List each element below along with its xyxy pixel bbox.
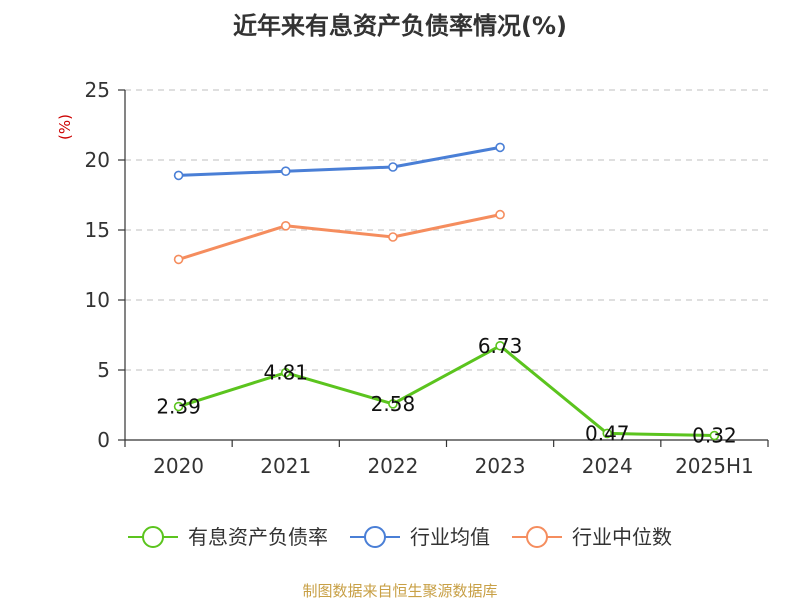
data-point — [280, 221, 291, 231]
data-point — [709, 430, 720, 441]
chart-title: 近年来有息资产负债率情况(%) — [233, 12, 567, 40]
data-point — [388, 399, 398, 409]
data-point — [388, 162, 398, 172]
data-point — [495, 209, 505, 220]
data-point — [280, 166, 291, 176]
y-tick-label: 5 — [97, 358, 110, 382]
x-tick-label: 2020 — [153, 454, 204, 478]
data-point — [388, 232, 398, 242]
legend: 有息资产负债率 行业均值 行业中位数 — [128, 525, 672, 549]
legend-label: 行业均值 — [410, 525, 490, 549]
data-point — [495, 142, 505, 153]
legend-label: 有息资产负债率 — [188, 525, 328, 549]
data-point — [280, 367, 291, 378]
data-label: 4.81 — [263, 361, 308, 385]
data-point — [173, 170, 184, 181]
data-point — [173, 254, 184, 265]
data-label: 2.39 — [156, 395, 201, 419]
y-axis-unit-label: (%) — [56, 114, 74, 140]
x-tick-label: 2022 — [367, 454, 418, 478]
data-point — [602, 428, 613, 439]
axes: 0 5 10 15 20 25 2020 2021 2022 2023 2024 2025H1 — [85, 78, 769, 478]
legend-swatch-marker — [526, 526, 548, 548]
series-line — [177, 213, 502, 261]
y-tick-label: 0 — [97, 428, 110, 452]
data-point — [173, 401, 184, 412]
x-tick-label: 2023 — [475, 454, 526, 478]
x-tick-label: 2024 — [582, 454, 633, 478]
legend-label: 行业中位数 — [572, 525, 672, 549]
data-label: 6.73 — [478, 334, 523, 358]
y-tick-label: 20 — [85, 148, 110, 172]
x-tick-label: 2025H1 — [675, 454, 754, 478]
legend-swatch-marker — [364, 526, 386, 548]
series-layer: 2.39 4.81 2.58 6.73 0.47 0.32 — [156, 142, 737, 448]
series-line — [177, 344, 716, 438]
gridlines — [125, 89, 768, 371]
source-note: 制图数据来自恒生聚源数据库 — [302, 582, 497, 600]
data-point — [495, 340, 505, 351]
legend-swatch-marker — [142, 526, 164, 548]
data-label: 0.32 — [692, 424, 737, 448]
x-tick-label: 2021 — [260, 454, 311, 478]
y-tick-label: 25 — [85, 78, 110, 102]
data-label: 0.47 — [585, 421, 630, 445]
series-line — [177, 145, 502, 177]
y-tick-label: 10 — [85, 288, 110, 312]
y-tick-label: 15 — [85, 218, 110, 242]
data-label: 2.58 — [371, 392, 416, 416]
